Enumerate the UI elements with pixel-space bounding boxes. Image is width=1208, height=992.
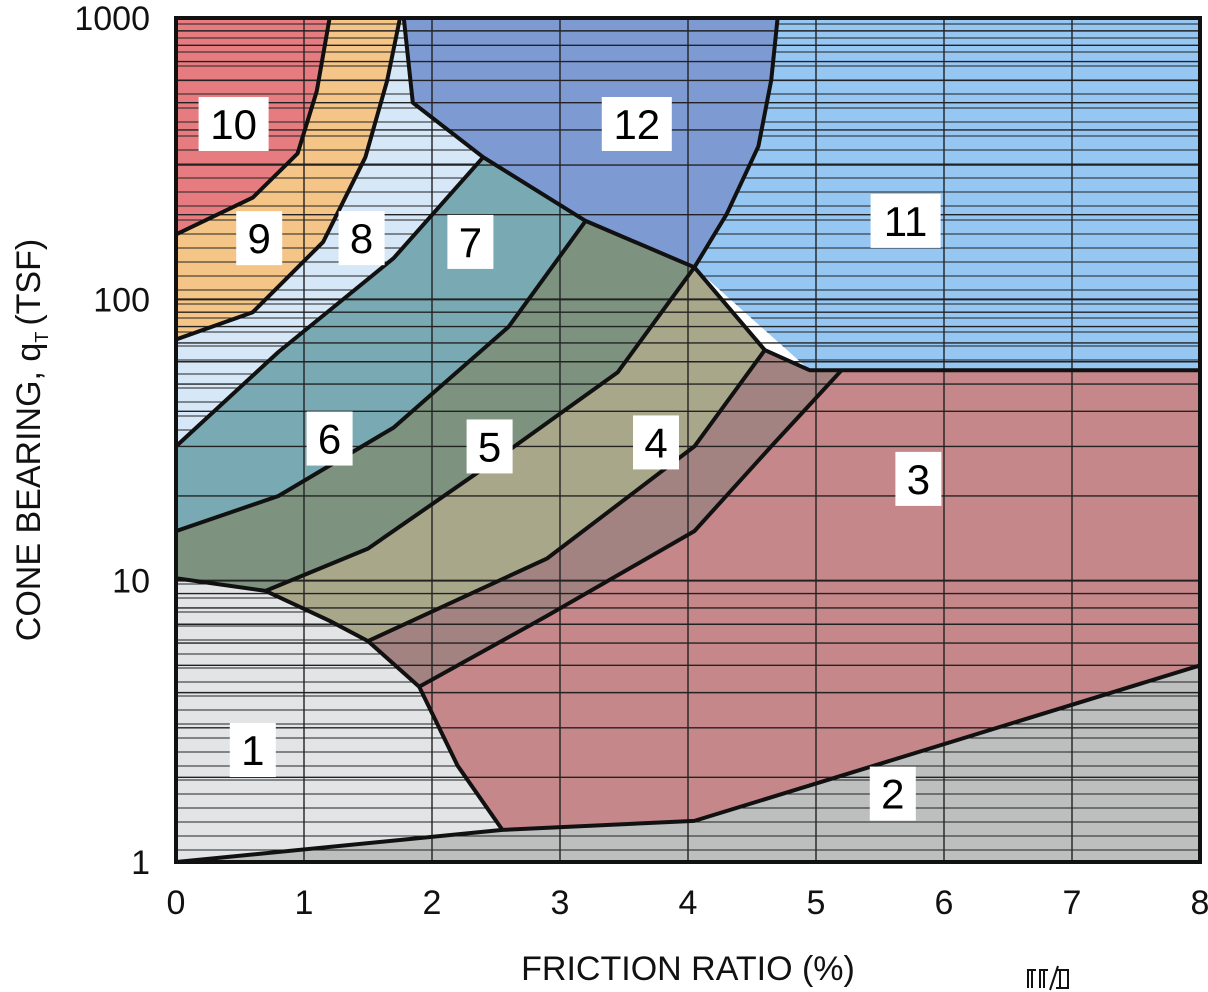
zone-boundary <box>401 18 1200 373</box>
grid-layer <box>176 18 1200 862</box>
zone-5-area <box>265 267 765 642</box>
x-tick-label: 8 <box>1191 884 1208 922</box>
x-tick-label: 3 <box>551 884 570 922</box>
zone-boundary <box>264 348 767 644</box>
zone-boundary <box>176 155 485 448</box>
zone-12-label-box <box>601 96 672 151</box>
zone-11-area <box>694 18 1200 371</box>
zone-2-label-box <box>869 766 916 821</box>
y-tick-label: 100 <box>93 281 150 319</box>
y-axis-label-unit: (TSF) <box>10 239 48 326</box>
x-tick-label: 2 <box>423 884 442 922</box>
x-tick-label: 1 <box>295 884 314 922</box>
zone-10-label: 10 <box>210 101 257 148</box>
zone-11-hatching <box>694 23 1200 361</box>
zone-9-label: 9 <box>248 215 271 262</box>
y-axis-label-main: CONE BEARING, q <box>10 343 48 642</box>
zone-1-hatching <box>176 583 503 851</box>
zone-1-area <box>176 578 503 862</box>
zone-1-hatch-lines <box>176 583 503 851</box>
x-axis-label: FRICTION RATIO (%) <box>521 950 855 988</box>
x-tick-label: 5 <box>807 884 826 922</box>
zone-boundary <box>176 18 402 342</box>
zone-2-label: 2 <box>881 771 904 818</box>
zone-3-area <box>419 370 1200 830</box>
zone-9-label-box <box>236 211 283 266</box>
zone-5-label-box <box>466 419 513 474</box>
zone-boundary <box>692 18 780 269</box>
zone-boundary <box>176 18 332 237</box>
zone-6-area <box>176 220 695 591</box>
brand-logo <box>1027 965 1069 991</box>
zone-5-label: 5 <box>478 423 501 470</box>
zone-3-label-box <box>895 451 942 506</box>
y-tick-label: 1 <box>131 844 150 882</box>
zone-4-label-box <box>633 415 679 470</box>
zone-1-label: 1 <box>241 727 264 774</box>
zone-8-label-box <box>338 211 385 266</box>
y-axis-label-subscript: T <box>32 332 52 343</box>
x-tick-label: 7 <box>1063 884 1082 922</box>
zone-11-label-box <box>870 193 941 248</box>
zone-boundary <box>366 639 505 832</box>
zone-4-label: 4 <box>644 419 667 466</box>
zone-12-label: 12 <box>613 101 660 148</box>
zone-4-area <box>368 350 842 687</box>
zone-10-label-box <box>198 96 269 151</box>
boundary-layer <box>176 18 1200 862</box>
zone-boundary <box>418 368 844 689</box>
zone-7-label-box <box>447 214 494 269</box>
x-tick-label: 0 <box>167 884 186 922</box>
plot-frame <box>174 16 1202 864</box>
zone-1-label-box <box>229 723 276 778</box>
zone-9-area <box>176 18 400 340</box>
x-tick-label: 4 <box>679 884 698 922</box>
zone-6-label-box <box>306 411 353 466</box>
zone-11-label: 11 <box>884 198 928 245</box>
zone-7-label: 7 <box>459 219 482 266</box>
zone-11-hatch-lines <box>694 23 1200 361</box>
zone-boundary <box>176 266 697 593</box>
zone-boundary <box>176 663 1200 862</box>
zone-3-label: 3 <box>907 456 930 503</box>
x-tick-label: 6 <box>935 884 954 922</box>
zone-boundary <box>176 219 588 533</box>
zone-6-label: 6 <box>318 416 341 463</box>
y-tick-label: 1000 <box>74 0 150 38</box>
y-axis-label: CONE BEARING, qT (TSF) <box>10 239 52 641</box>
zone-8-label: 8 <box>350 215 373 262</box>
y-tick-label: 10 <box>112 563 150 601</box>
